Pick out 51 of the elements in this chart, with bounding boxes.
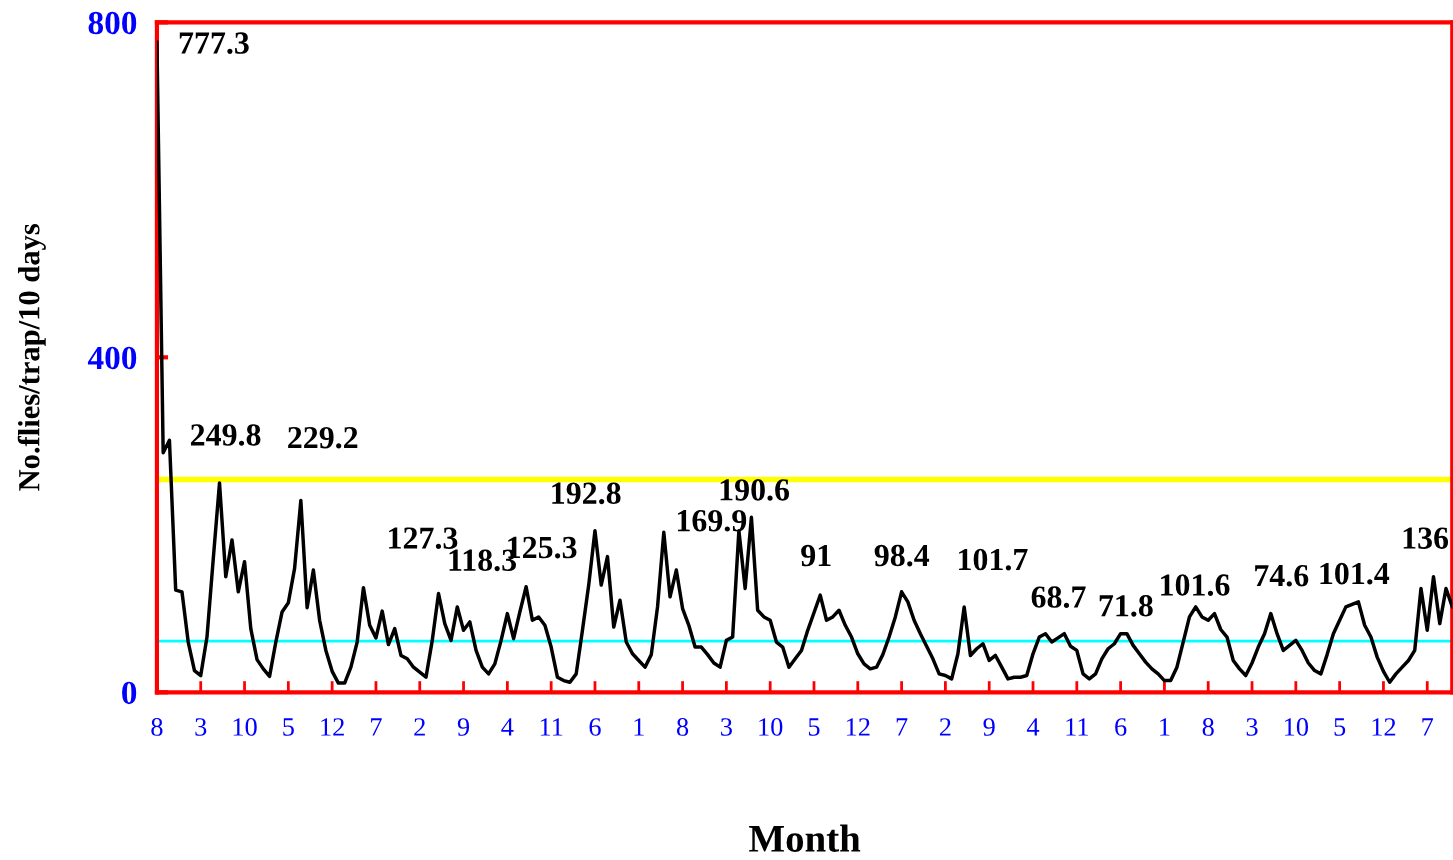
y-tick-label: 0 <box>122 681 137 705</box>
annotation: 249.8 <box>190 424 261 446</box>
x-tick-label: 12 <box>846 718 870 736</box>
x-tick-label: 3 <box>1246 718 1258 736</box>
annotation: 192.8 <box>552 482 621 505</box>
x-axis-title: Month <box>749 824 861 852</box>
x-tick-label: 7 <box>896 718 908 736</box>
x-tick-label: 12 <box>1372 718 1396 736</box>
x-tick-label: 4 <box>501 718 514 736</box>
annotation: 101.7 <box>959 548 1028 571</box>
x-tick-label: 8 <box>1202 718 1214 736</box>
annotation: 98.4 <box>874 544 930 567</box>
x-tick-label: 8 <box>676 718 689 736</box>
x-tick-label: 5 <box>808 718 820 736</box>
annotation: 777.3 <box>179 32 249 54</box>
annotation: 190.6 <box>720 479 790 501</box>
x-tick-label: 6 <box>589 718 601 736</box>
annotation: 74.6 <box>1255 564 1309 587</box>
x-tick-label: 11 <box>540 718 563 736</box>
x-tick-label: 9 <box>457 718 470 736</box>
x-tick-label: 12 <box>321 718 344 736</box>
x-tick-label: 2 <box>939 718 951 736</box>
annotation: 91 <box>801 544 831 567</box>
x-tick-label: 4 <box>1026 718 1040 736</box>
x-tick-label: 7 <box>371 718 382 736</box>
x-tick-label: 2 <box>414 718 425 736</box>
annotation: 68.7 <box>1031 586 1086 608</box>
annotation: 169.9 <box>677 510 747 532</box>
annotation: 71.8 <box>1099 595 1153 617</box>
x-tick-label: 8 <box>151 718 163 736</box>
x-tick-label: 10 <box>759 718 783 736</box>
x-tick-label: 3 <box>195 718 207 736</box>
x-tick-label: 9 <box>983 718 995 736</box>
annotation: 101.6 <box>1161 574 1230 596</box>
annotation: 136 <box>1403 527 1449 549</box>
x-tick-label: 3 <box>721 718 732 736</box>
x-tick-label: 1 <box>1160 718 1170 736</box>
x-tick-label: 7 <box>1422 718 1434 736</box>
x-tick-label: 5 <box>283 718 294 736</box>
x-tick-label: 10 <box>233 718 257 736</box>
annotation: 229.2 <box>288 426 358 449</box>
annotation: 101.4 <box>1320 562 1390 585</box>
y-tick-label: 800 <box>88 11 137 35</box>
x-tick-label: 1 <box>634 718 644 736</box>
y-axis-title: No.flies/trap/10 days <box>17 223 46 491</box>
y-tick-label: 400 <box>87 346 137 370</box>
x-tick-label: 5 <box>1334 718 1346 736</box>
x-tick-label: 10 <box>1284 718 1309 736</box>
x-tick-label: 11 <box>1066 718 1088 736</box>
x-tick-label: 6 <box>1115 718 1127 736</box>
annotation: 127.3 <box>389 527 458 550</box>
